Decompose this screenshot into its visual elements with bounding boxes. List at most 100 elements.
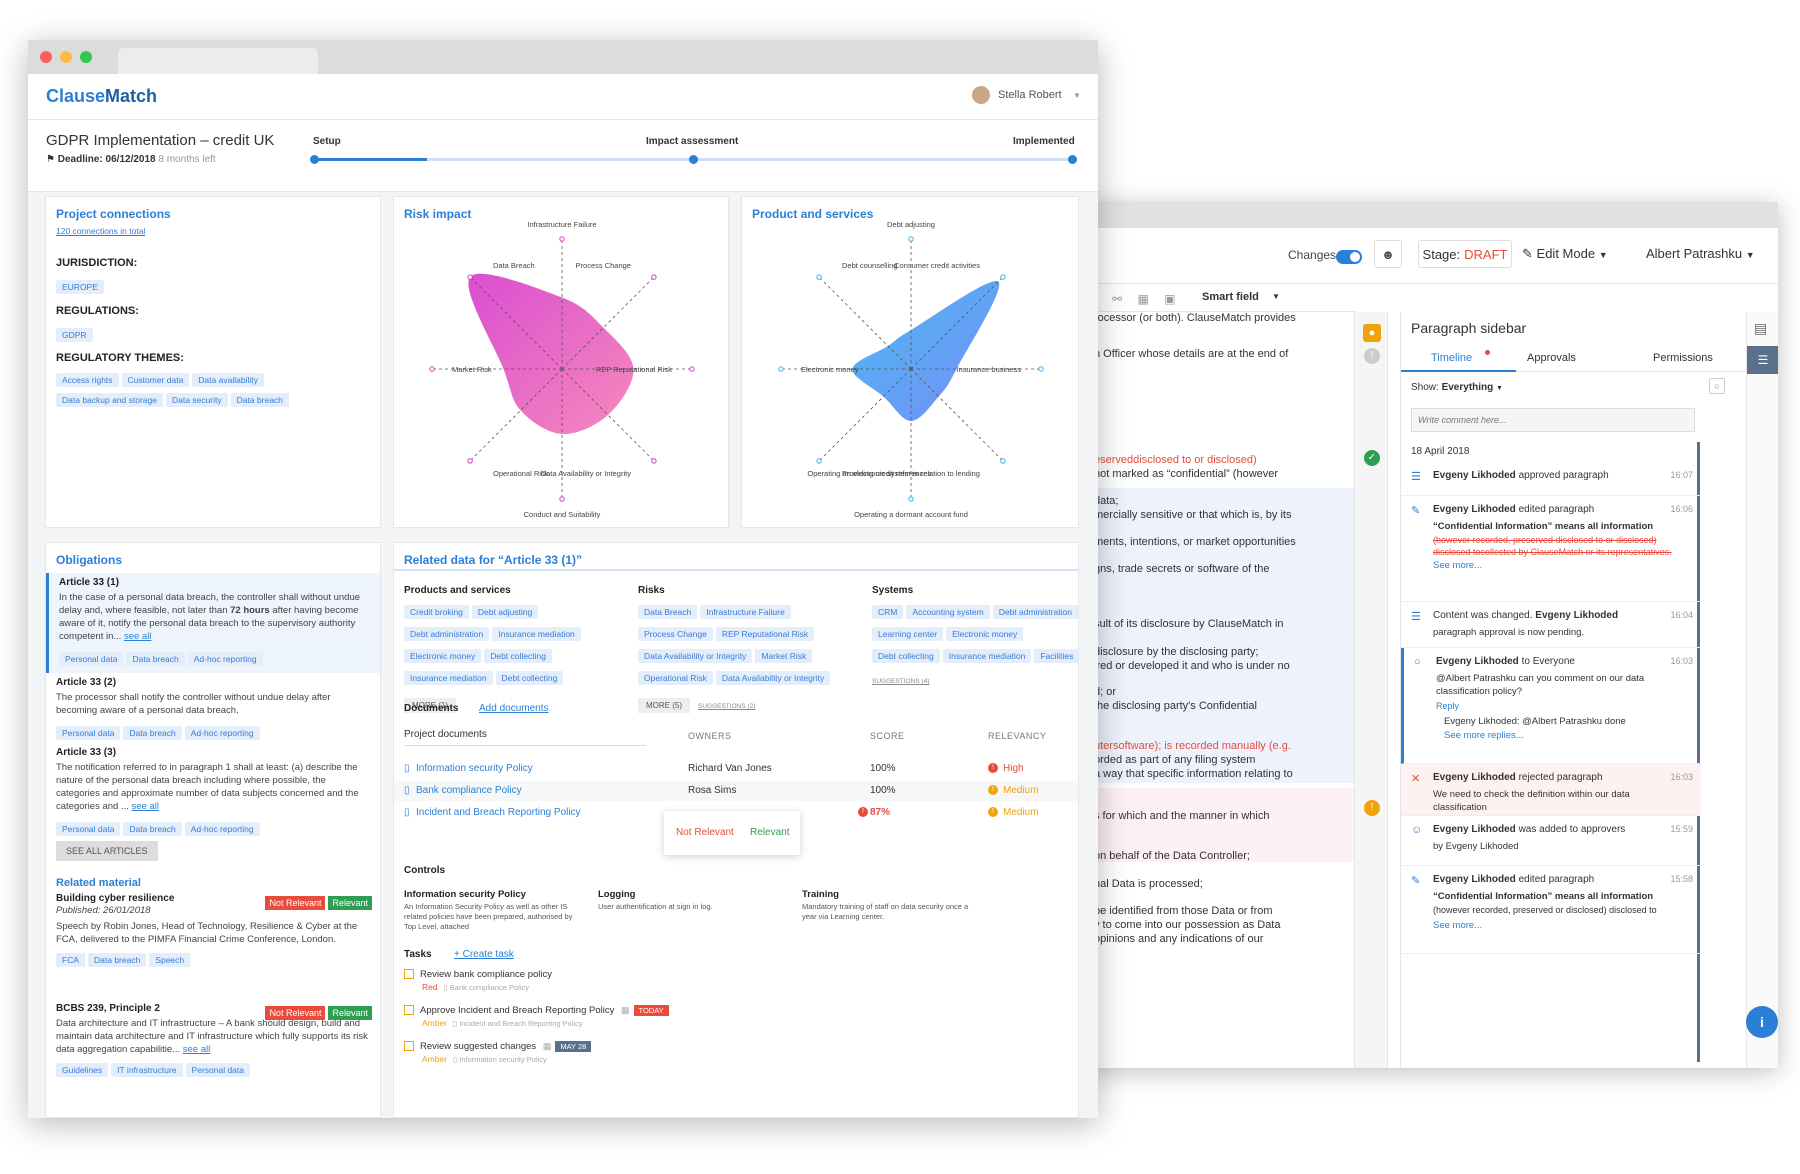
see-all-link[interactable]: see all [123, 631, 152, 642]
related-group-tag[interactable]: Data Availability or Integrity [638, 649, 753, 663]
related-tag[interactable]: Guidelines [56, 1063, 109, 1077]
obligation-tag[interactable]: Personal data [59, 652, 124, 666]
close-dot-icon[interactable] [40, 51, 52, 63]
timeline-item[interactable]: ✕ 16:03 Evgeny Likhoded rejected paragraph… [1401, 764, 1701, 816]
obligation-item[interactable]: Article 33 (2) The processor shall notify… [46, 673, 380, 747]
document-line[interactable]: s for which and the manner in which [1094, 810, 1270, 822]
sidebar-scrollbar[interactable] [1697, 442, 1700, 1062]
related-group-tag[interactable]: Data Availability or Integrity [715, 671, 831, 685]
document-row[interactable]: ▯ Bank compliance Policy Rosa Sims 100%! Med… [394, 781, 1078, 801]
document-line[interactable]: mercially sensitive or that which is, by… [1094, 509, 1292, 521]
tab-permissions[interactable]: Permissions [1653, 352, 1713, 364]
control-item[interactable]: Information security Policy An Informatio… [404, 889, 584, 932]
document-line[interactable]: on behalf of the Data Controller; [1094, 850, 1250, 862]
related-item[interactable]: BCBS 239, Principle 2 Not Relevant Relevan… [56, 1003, 372, 1080]
document-line[interactable]: d; or [1094, 686, 1117, 698]
smart-field-dropdown[interactable]: Smart field [1202, 291, 1259, 303]
document-line[interactable]: gns, trade secrets or software of the [1094, 563, 1270, 575]
document-line[interactable]: n Officer whose details are at the end o… [1094, 348, 1289, 360]
document-line[interactable]: eserveddisclosed to or disclosed) [1094, 454, 1257, 466]
warning-icon[interactable]: ! [1364, 800, 1380, 816]
task-document[interactable]: ▯ Bank compliance Policy [443, 983, 530, 992]
tab-timeline[interactable]: Timeline [1431, 352, 1473, 364]
document-line[interactable]: not marked as “confidential” (however [1094, 468, 1279, 480]
changes-toggle[interactable] [1336, 249, 1362, 264]
format-icons[interactable]: ☰ ⚯ ▦ ▣ [1086, 292, 1182, 306]
browser-tab[interactable] [118, 48, 318, 74]
related-group-tag[interactable]: Debt adjusting [471, 605, 539, 619]
theme-tag[interactable]: Data security [165, 393, 228, 407]
related-group-tag[interactable]: Insurance mediation [492, 627, 581, 641]
related-group-tag[interactable]: Process Change [638, 627, 713, 641]
create-task-link[interactable]: + Create task [454, 949, 514, 960]
popup-not-relevant[interactable]: Not Relevant [676, 827, 734, 838]
timeline-more[interactable]: See more... [1433, 560, 1483, 571]
menu-icon[interactable]: ☰ [1747, 346, 1778, 374]
step-impact[interactable]: Impact assessment [646, 136, 739, 147]
document-name[interactable]: Bank compliance Policy [416, 785, 522, 796]
related-group-tag[interactable]: Data Breach [638, 605, 698, 619]
document-line[interactable]: y to come into our possession as Data [1094, 919, 1281, 931]
user-name[interactable]: Stella Robert [998, 89, 1062, 101]
task-checkbox[interactable] [404, 969, 414, 980]
theme-tag[interactable]: Data backup and storage [56, 393, 163, 407]
popup-relevant[interactable]: Relevant [750, 827, 790, 838]
user-add-button[interactable]: ☻ [1374, 240, 1402, 268]
related-tag[interactable]: FCA [56, 953, 85, 967]
timeline-item[interactable]: ✎ 15:58 Evgeny Likhoded edited paragraph “C… [1401, 866, 1701, 954]
document-line[interactable]: nal Data is processed; [1094, 878, 1203, 890]
show-filter[interactable]: Show: Everything ▼ [1411, 382, 1503, 393]
document-line[interactable]: sult of its disclosure by ClauseMatch in [1094, 618, 1284, 630]
document-line[interactable]: rocessor (or both). ClauseMatch provides [1094, 312, 1296, 324]
related-group-tag[interactable]: Facilities [1034, 649, 1078, 663]
related-group-tag[interactable]: Insurance mediation [942, 649, 1032, 663]
obligation-tag[interactable]: Data breach [123, 822, 182, 836]
edit-mode-dropdown[interactable]: ✎ Edit Mode ▼ [1522, 246, 1608, 262]
task-item[interactable]: Approve Incident and Breach Reporting Po… [404, 1005, 804, 1028]
related-group-tag[interactable]: CRM [872, 605, 904, 619]
timeline-item[interactable]: ☰ 16:07 Evgeny Likhoded approved paragraph [1401, 462, 1701, 496]
related-group-tag[interactable]: Debt administration [404, 627, 490, 641]
document-line[interactable]: ments, intentions, or market opportuniti… [1094, 536, 1296, 548]
info-icon[interactable]: ! [1364, 348, 1380, 364]
task-document[interactable]: ▯ Incident and Breach Reporting Policy [453, 1019, 583, 1028]
document-line[interactable]: disclosure by the disclosing party; [1094, 646, 1259, 658]
timeline-item[interactable]: ✎ 16:06 Evgeny Likhoded edited paragraph “C… [1401, 496, 1701, 602]
theme-tag[interactable]: Data availability [192, 373, 264, 387]
timeline-item[interactable]: ○ 16:03 Evgeny Likhoded to Everyone @Albert… [1401, 648, 1701, 764]
timeline-more[interactable]: Evgeny Likhoded: @Albert Patrashku done [1444, 716, 1626, 727]
theme-tag[interactable]: Customer data [121, 373, 190, 387]
help-icon[interactable]: i [1746, 1006, 1778, 1038]
theme-tag[interactable]: Access rights [56, 373, 119, 387]
related-group-tag[interactable]: Operational Risk [638, 671, 713, 685]
suggestions-link[interactable]: SUGGESTIONS (4) [872, 678, 930, 685]
related-group-tag[interactable]: Debt administration [992, 605, 1078, 619]
see-more-replies-link[interactable]: See more replies... [1444, 730, 1524, 741]
more-button[interactable]: MORE (5) [638, 698, 690, 713]
check-circle-icon[interactable]: ✓ [1364, 450, 1380, 466]
related-group-tag[interactable]: Infrastructure Failure [700, 605, 791, 619]
see-all-link[interactable]: see all [131, 801, 159, 812]
document-row[interactable]: ▯ Information security Policy Richard Van … [394, 759, 1078, 779]
task-item[interactable]: Review suggested changes ▦ MAY 28 Amber ▯ I… [404, 1041, 804, 1064]
relevant-button[interactable]: Relevant [328, 896, 372, 910]
theme-tag[interactable]: Data breach [230, 393, 289, 407]
related-group-tag[interactable]: Debt collecting [872, 649, 940, 663]
step-implemented[interactable]: Implemented [1013, 136, 1075, 147]
task-item[interactable]: Review bank compliance policy Red ▯ Bank … [404, 969, 804, 992]
document-name[interactable]: Information security Policy [416, 763, 533, 774]
document-line[interactable]: utersoftware); is recorded manually (e.g… [1094, 740, 1291, 752]
related-group-tag[interactable]: Insurance mediation [404, 671, 493, 685]
task-document[interactable]: ▯ Information security Policy [453, 1055, 547, 1064]
tab-approvals[interactable]: Approvals [1527, 352, 1576, 364]
more-button[interactable]: MORE (1) [404, 698, 456, 713]
user-menu[interactable]: Albert Patrashku ▼ [1646, 246, 1755, 261]
related-group-tag[interactable]: Electronic money [404, 649, 482, 663]
minimize-dot-icon[interactable] [60, 51, 72, 63]
related-group-tag[interactable]: Accounting system [906, 605, 990, 619]
logo[interactable]: ClauseMatch [46, 86, 157, 107]
see-all-articles-button[interactable]: SEE ALL ARTICLES [56, 841, 158, 861]
related-group-tag[interactable]: Learning center [872, 627, 944, 641]
obligation-tag[interactable]: Ad-hoc reporting [184, 822, 260, 836]
see-all-link[interactable]: see all [182, 1044, 211, 1055]
